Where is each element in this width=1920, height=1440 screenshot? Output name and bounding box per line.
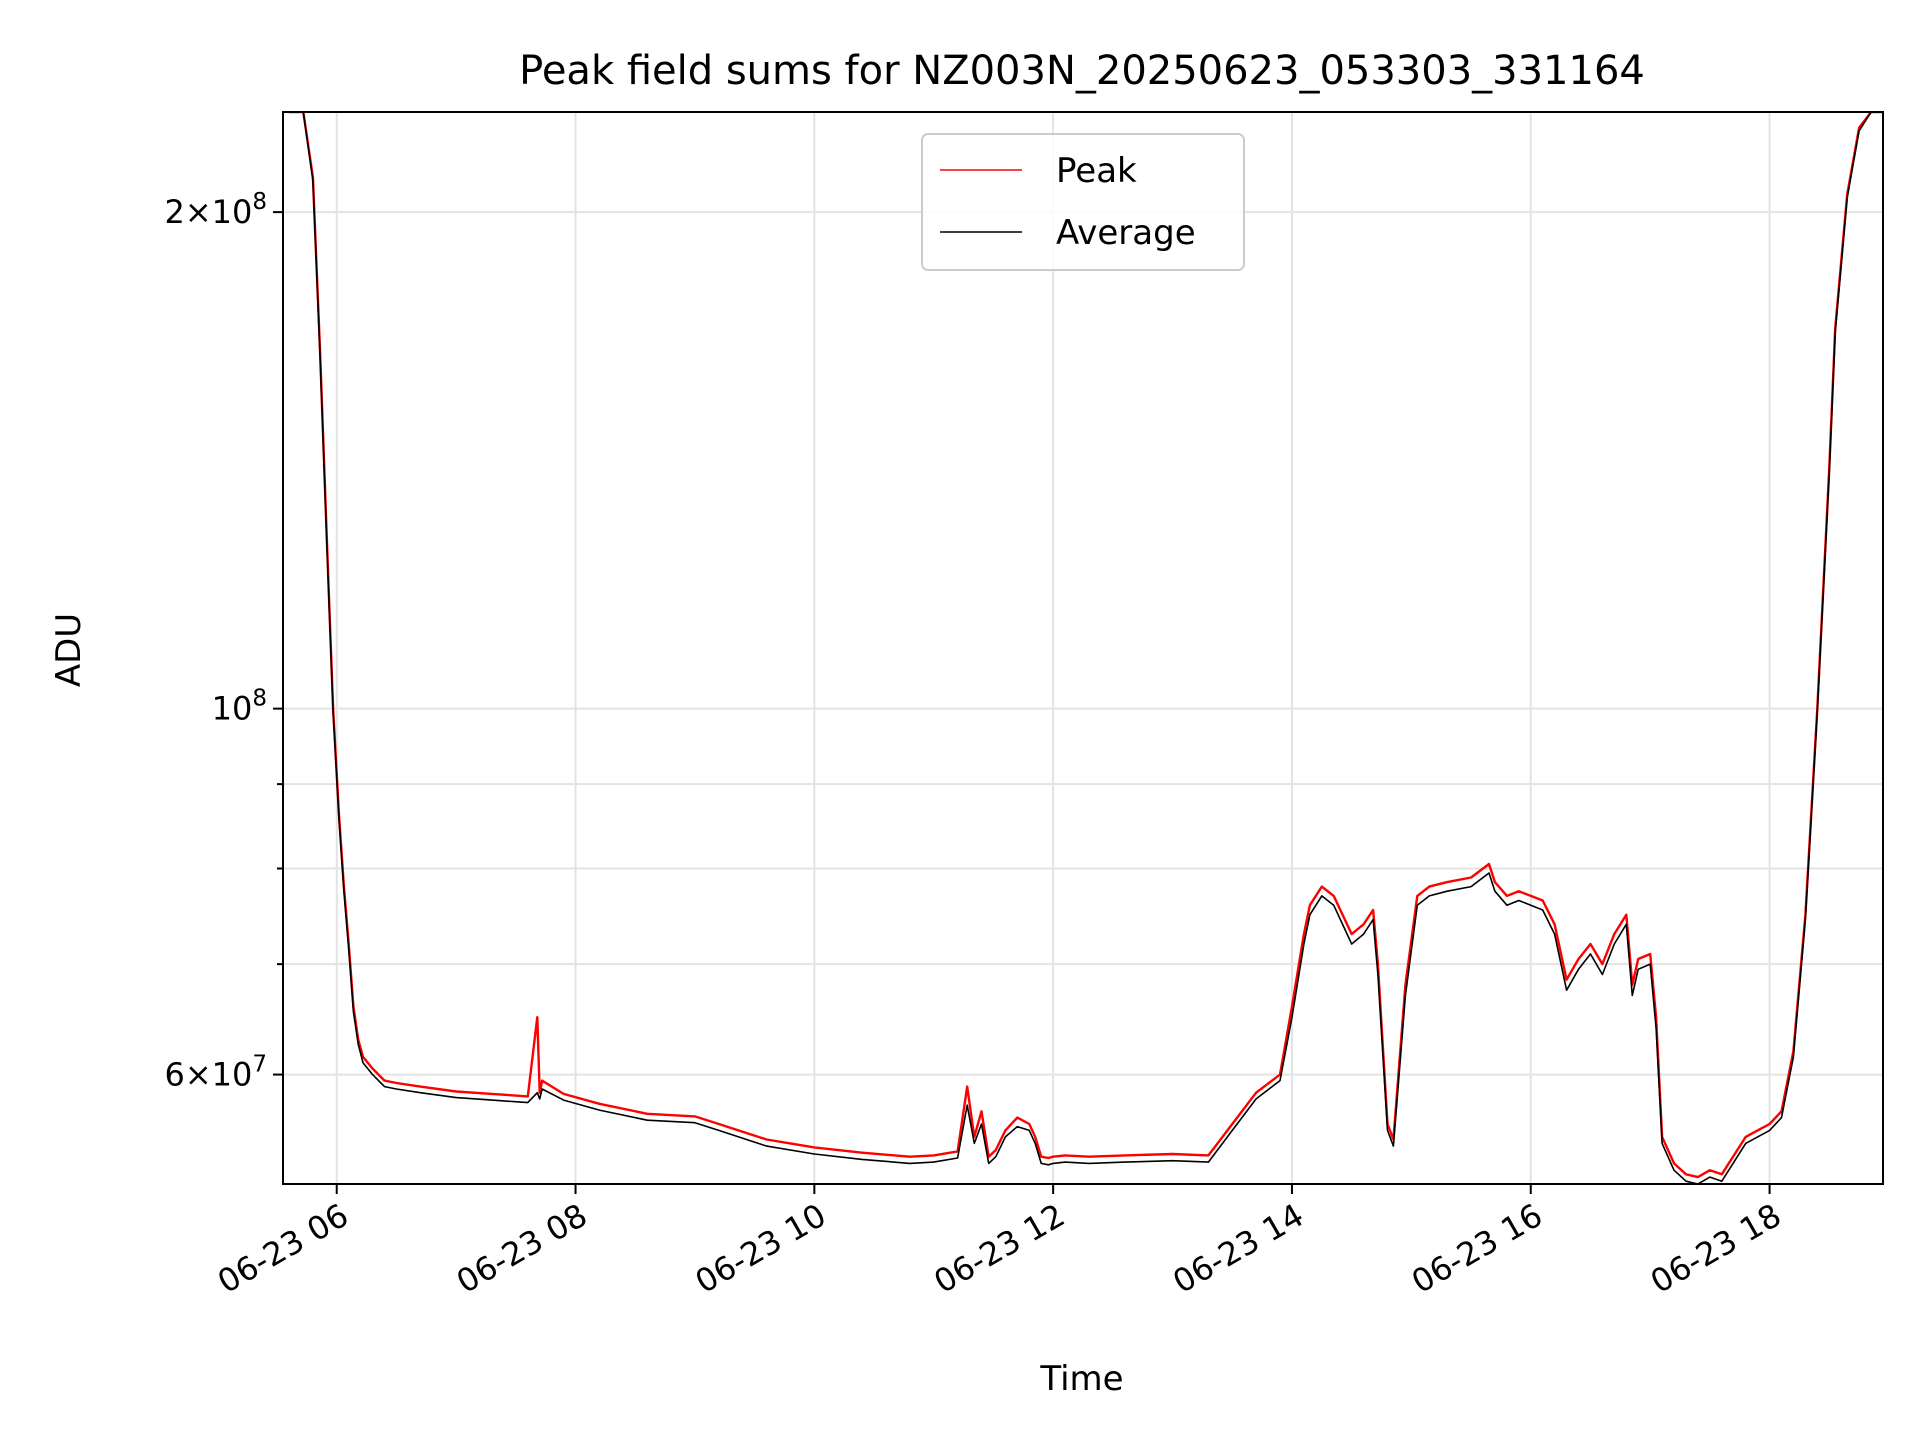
y-tick-label: 2×108 [164, 189, 267, 231]
x-tick-label: 06-23 10 [689, 1196, 833, 1301]
legend-box [921, 133, 1245, 271]
y-tick-base: 10 [212, 690, 253, 728]
y-tick-label: 108 [212, 686, 267, 728]
y-axis-label: ADU [49, 613, 89, 687]
y-tick-mantissa: 2 [164, 193, 184, 231]
plot-frame [282, 111, 1884, 1185]
legend-label-average: Average [1056, 213, 1196, 253]
y-tick-base: 10 [212, 193, 253, 231]
y-tick-exponent: 8 [252, 189, 267, 215]
y-tick-mantissa: 6 [164, 1056, 184, 1094]
y-tick-exponent: 7 [252, 1052, 267, 1078]
x-tick-label: 06-23 08 [450, 1196, 594, 1301]
grid-lines [283, 112, 1883, 1184]
x-tick-label: 06-23 18 [1644, 1196, 1788, 1301]
y-tick-exponent: 8 [252, 686, 267, 712]
x-tick-label: 06-23 14 [1166, 1196, 1310, 1301]
legend: Peak Average [921, 133, 1245, 271]
plot-series [289, 112, 1883, 1184]
legend-label-peak: Peak [1056, 151, 1137, 191]
series-line-average [289, 112, 1883, 1184]
x-tick-label: 06-23 16 [1405, 1196, 1549, 1301]
chart-title: Peak field sums for NZ003N_20250623_0533… [519, 48, 1645, 94]
series-line-peak [289, 112, 1883, 1179]
x-tick-label: 06-23 06 [211, 1196, 355, 1301]
y-tick-times: × [185, 1056, 212, 1094]
y-tick-label: 6×107 [164, 1052, 267, 1094]
y-tick-base: 10 [212, 1056, 253, 1094]
y-tick-times: × [185, 193, 212, 231]
x-tick-label: 06-23 12 [928, 1196, 1072, 1301]
x-axis-label: Time [1039, 1359, 1123, 1399]
